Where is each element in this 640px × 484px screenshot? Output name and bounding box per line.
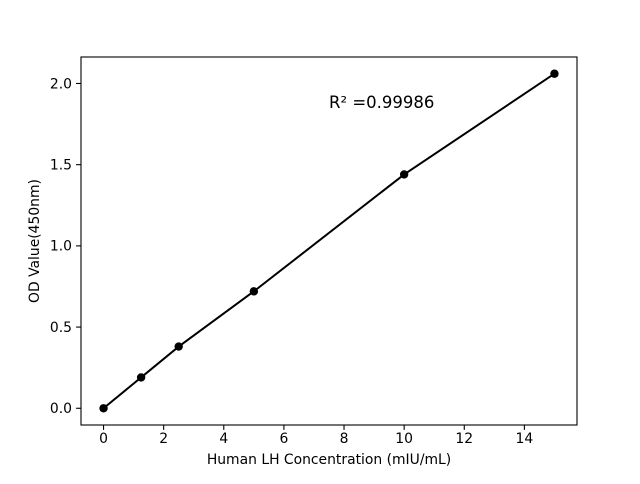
x-axis-label: Human LH Concentration (mIU/mL) (207, 452, 451, 468)
y-tick-label: 0.5 (50, 320, 72, 336)
y-tick-label: 1.0 (50, 239, 72, 255)
y-tick-label: 0.0 (50, 401, 72, 417)
plot-frame (80, 56, 578, 426)
x-tick-label: 0 (99, 431, 108, 447)
y-tick-label: 1.5 (50, 157, 72, 173)
x-tick-label: 6 (279, 431, 288, 447)
y-axis-label: OD Value(450nm) (27, 179, 43, 303)
x-tick-label: 2 (159, 431, 168, 447)
x-tick-label: 14 (516, 431, 534, 447)
series-line (102, 72, 556, 410)
x-tick-label: 12 (455, 431, 473, 447)
y-tick-label: 2.0 (50, 76, 72, 92)
r-squared-annotation: R² =0.99986 (329, 93, 434, 112)
x-tick-label: 8 (340, 431, 349, 447)
x-tick-label: 10 (395, 431, 413, 447)
x-tick-label: 4 (219, 431, 228, 447)
